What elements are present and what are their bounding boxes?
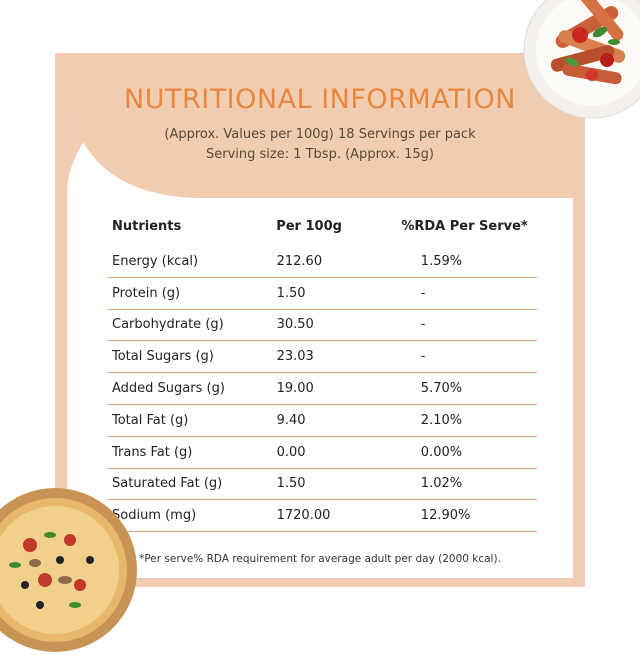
header-nutrients: Nutrients: [112, 218, 182, 234]
page-title: NUTRITIONAL INFORMATION: [124, 84, 516, 115]
nutrient-name: Energy (kcal): [112, 253, 199, 269]
table-row: Energy (kcal) 212.60 1.59%: [107, 246, 537, 278]
rda-value: 0.00%: [420, 444, 463, 460]
header-shape: [55, 53, 585, 198]
table-row: Added Sugars (g) 19.00 5.70%: [107, 373, 537, 405]
header-rda: %RDA Per Serve*: [401, 218, 528, 234]
per-100g-value: 1.50: [276, 285, 306, 301]
rda-value: 1.59%: [420, 253, 463, 269]
rda-value: -: [420, 349, 426, 365]
per-100g-value: 212.60: [276, 253, 323, 269]
nutrient-name: Added Sugars (g): [112, 381, 225, 397]
subtitle-servings: (Approx. Values per 100g) 18 Servings pe…: [164, 127, 476, 142]
rda-value: 2.10%: [420, 412, 463, 428]
table-row: Total Sugars (g) 23.03 -: [107, 341, 537, 374]
header-curve: [55, 53, 585, 198]
table-row: Trans Fat (g) 0.00 0.00%: [107, 437, 537, 469]
table-row: Saturated Fat (g) 1.50 1.02%: [107, 469, 537, 501]
pasta-plate-image: [523, 0, 640, 119]
nutrient-name: Carbohydrate (g): [112, 317, 224, 333]
nutrient-name: Total Sugars (g): [112, 349, 214, 365]
rda-value: 1.02%: [420, 476, 463, 492]
header-per-100g: Per 100g: [276, 218, 342, 234]
rda-value: -: [420, 317, 426, 333]
per-100g-value: 1.50: [276, 476, 306, 492]
rda-value: 5.70%: [420, 381, 463, 397]
rda-value: 12.90%: [420, 508, 471, 524]
table-row: Sodium (mg) 1720.00 12.90%: [107, 500, 537, 533]
rda-value: -: [420, 285, 426, 301]
nutrition-table: Nutrients Per 100g %RDA Per Serve* Energ…: [107, 212, 537, 533]
table-row: Total Fat (g) 9.40 2.10%: [107, 405, 537, 437]
per-100g-value: 0.00: [276, 444, 306, 460]
nutrient-name: Saturated Fat (g): [112, 476, 223, 492]
per-100g-value: 30.50: [276, 317, 314, 333]
table-row: Protein (g) 1.50 -: [107, 278, 537, 310]
table-header: Nutrients Per 100g %RDA Per Serve*: [107, 212, 537, 240]
pizza-image: [0, 488, 137, 652]
rda-footnote: *Per serve% RDA requirement for average …: [139, 553, 501, 565]
nutrient-name: Sodium (mg): [112, 508, 197, 524]
per-100g-value: 9.40: [276, 412, 306, 428]
nutrient-name: Protein (g): [112, 285, 181, 301]
per-100g-value: 19.00: [276, 381, 314, 397]
table-row: Carbohydrate (g) 30.50 -: [107, 310, 537, 342]
nutrient-name: Total Fat (g): [112, 412, 189, 428]
subtitle-serving-size: Serving size: 1 Tbsp. (Approx. 15g): [205, 147, 435, 162]
per-100g-value: 1720.00: [276, 508, 331, 524]
per-100g-value: 23.03: [276, 349, 314, 365]
nutrient-name: Trans Fat (g): [112, 444, 193, 460]
